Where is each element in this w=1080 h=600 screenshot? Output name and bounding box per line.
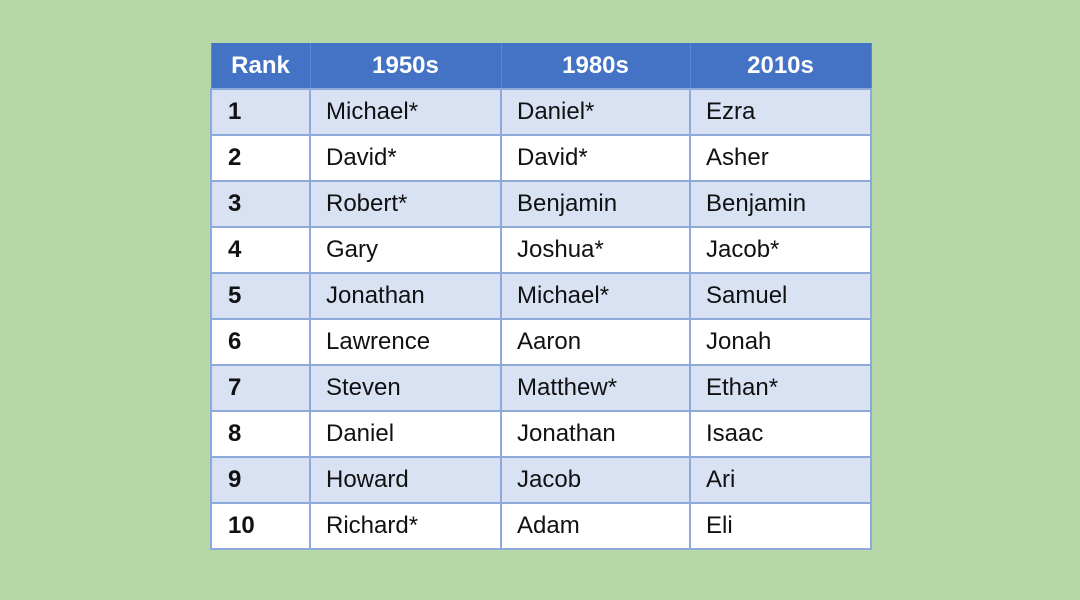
name-cell-2010s: Jonah [689,318,872,366]
name-cell-2010s: Eli [689,502,872,550]
name-cell-2010s: Samuel [689,272,872,320]
table-body: 1 Michael* Daniel* Ezra 2 David* David* … [210,88,872,550]
names-table: Rank 1950s 1980s 2010s 1 Michael* Daniel… [210,43,872,550]
name-cell-1950s: Howard [309,456,502,504]
name-cell-1950s: Gary [309,226,502,274]
rank-cell: 8 [210,410,311,458]
name-cell-2010s: Ezra [689,88,872,136]
table-header-row: Rank 1950s 1980s 2010s [210,43,872,89]
header-2010s: 2010s [689,43,872,89]
header-1980s: 1980s [500,43,691,89]
table-row: 6 Lawrence Aaron Jonah [210,318,872,366]
header-1950s: 1950s [309,43,502,89]
name-cell-1950s: Michael* [309,88,502,136]
name-cell-1980s: Adam [500,502,691,550]
names-table-container: Rank 1950s 1980s 2010s 1 Michael* Daniel… [210,43,872,550]
name-cell-1980s: Aaron [500,318,691,366]
name-cell-1950s: Steven [309,364,502,412]
header-rank: Rank [210,43,311,89]
table-row: 7 Steven Matthew* Ethan* [210,364,872,412]
name-cell-1980s: Michael* [500,272,691,320]
rank-cell: 2 [210,134,311,182]
name-cell-2010s: Jacob* [689,226,872,274]
name-cell-1980s: Joshua* [500,226,691,274]
table-row: 4 Gary Joshua* Jacob* [210,226,872,274]
rank-cell: 7 [210,364,311,412]
name-cell-1980s: Jacob [500,456,691,504]
table-row: 8 Daniel Jonathan Isaac [210,410,872,458]
name-cell-1980s: Benjamin [500,180,691,228]
name-cell-1980s: David* [500,134,691,182]
rank-cell: 5 [210,272,311,320]
rank-cell: 6 [210,318,311,366]
table-row: 1 Michael* Daniel* Ezra [210,88,872,136]
name-cell-1950s: Robert* [309,180,502,228]
name-cell-1980s: Jonathan [500,410,691,458]
name-cell-1980s: Daniel* [500,88,691,136]
name-cell-2010s: Ari [689,456,872,504]
table-row: 2 David* David* Asher [210,134,872,182]
name-cell-1980s: Matthew* [500,364,691,412]
name-cell-1950s: David* [309,134,502,182]
rank-cell: 10 [210,502,311,550]
name-cell-1950s: Jonathan [309,272,502,320]
name-cell-1950s: Richard* [309,502,502,550]
name-cell-2010s: Isaac [689,410,872,458]
table-row: 3 Robert* Benjamin Benjamin [210,180,872,228]
table-row: 5 Jonathan Michael* Samuel [210,272,872,320]
rank-cell: 9 [210,456,311,504]
rank-cell: 3 [210,180,311,228]
name-cell-2010s: Benjamin [689,180,872,228]
table-row: 10 Richard* Adam Eli [210,502,872,550]
rank-cell: 1 [210,88,311,136]
rank-cell: 4 [210,226,311,274]
name-cell-2010s: Asher [689,134,872,182]
name-cell-1950s: Lawrence [309,318,502,366]
name-cell-2010s: Ethan* [689,364,872,412]
name-cell-1950s: Daniel [309,410,502,458]
table-row: 9 Howard Jacob Ari [210,456,872,504]
